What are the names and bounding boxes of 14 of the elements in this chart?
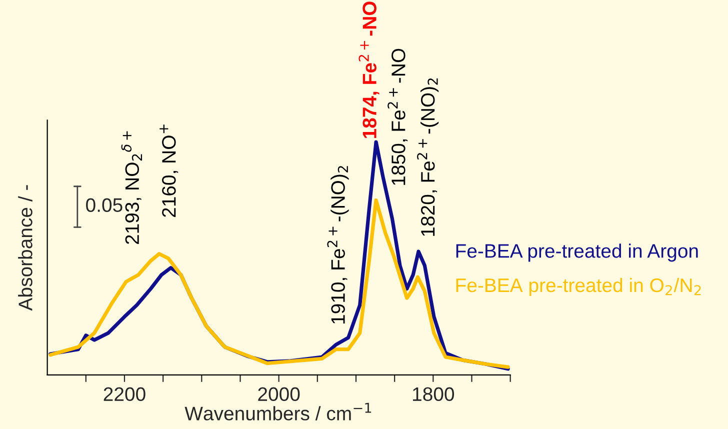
series-label: Fe-BEA pre-treated in O$_{2}$/N$_{2}$ bbox=[456, 278, 701, 296]
x-tick-label: 2200 bbox=[104, 387, 146, 402]
annotation: 1910, Fe$^{2+}$-(NO)$_{2}$ bbox=[327, 166, 349, 324]
text: 1874, Fe$^{2+}$-NO bbox=[358, 2, 380, 138]
series-label: Fe-BEA pre-treated in Argon bbox=[456, 244, 698, 262]
annotation: 0.05 bbox=[86, 198, 122, 212]
x-axis-title: Wavenumbers / cm$^{−1}$ bbox=[184, 402, 372, 420]
annotation: 2160, NO$^{+}$ bbox=[160, 124, 178, 217]
x-tick-label: 2000 bbox=[258, 387, 300, 402]
annotation: 2193, NO$_{2}$$^{δ+}$ bbox=[121, 131, 142, 244]
x-tick-label: 1800 bbox=[413, 387, 454, 402]
y-axis-title: Absorbance / - bbox=[18, 185, 32, 311]
annotation: 1850, Fe$^{2+}$-NO bbox=[388, 48, 408, 185]
annotation: 1820, Fe$^{2+}$-(NO)$_{2}$ bbox=[417, 78, 439, 236]
